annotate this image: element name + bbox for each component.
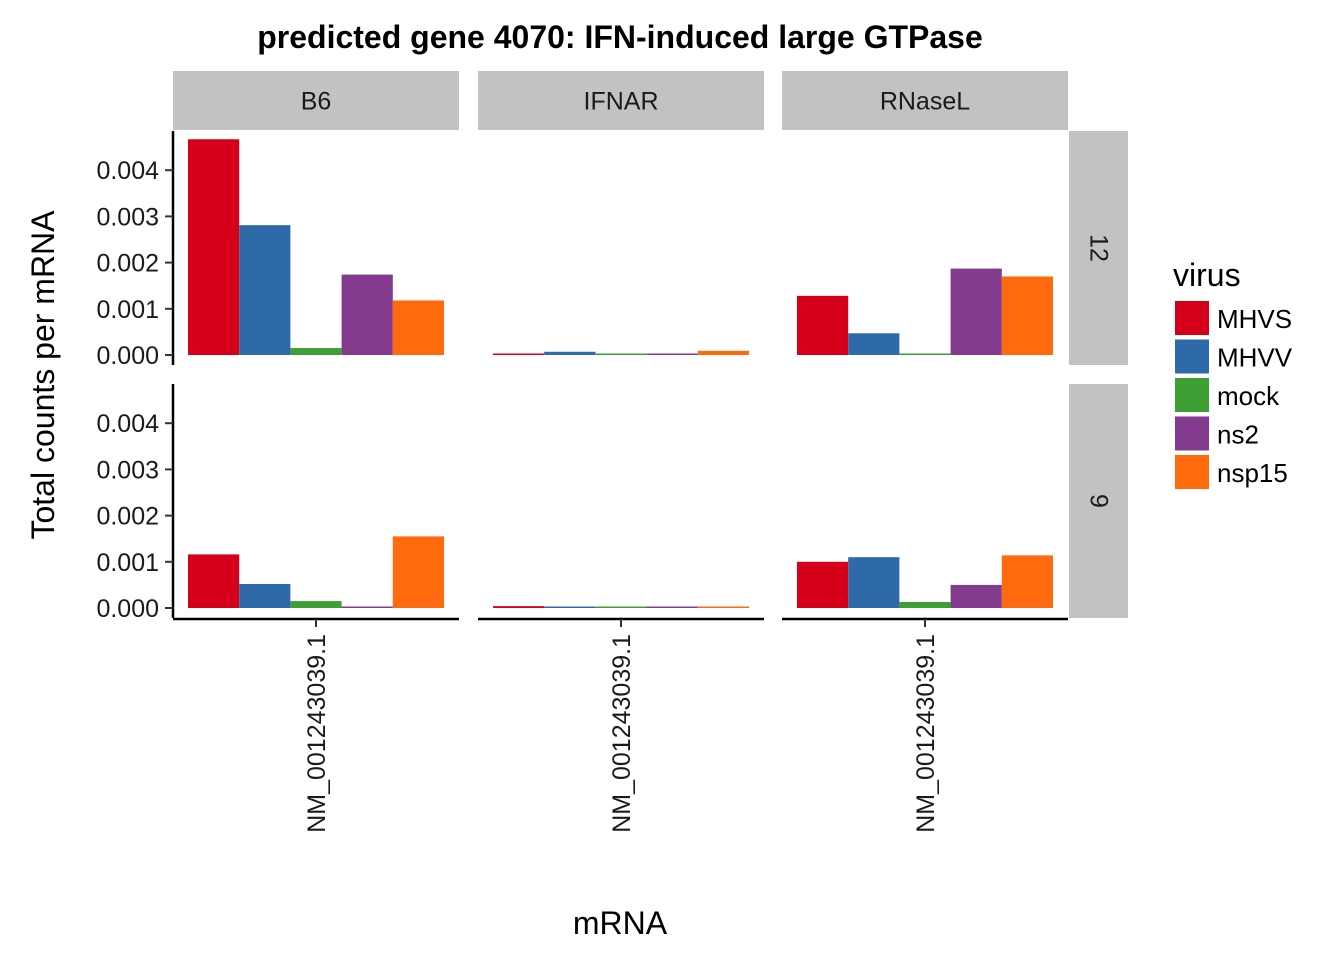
bar-nsp15 [697,606,749,608]
facet-strip-label: IFNAR [584,88,659,116]
bar-mhvs [797,295,849,355]
y-tick-label: 0.003 [96,456,159,484]
bar-mock [899,353,951,355]
row-strip-9 [1069,384,1128,618]
bar-mock [899,601,951,608]
row-strip-label: 12 [1085,234,1113,262]
bar-mhvs [188,554,240,608]
facet-strip-b6 [173,71,459,130]
y-tick-label: 0.004 [96,410,159,438]
y-tick-label: 0.002 [96,503,159,531]
bar-mhvv [239,583,291,608]
facet-strip-rnasel [782,71,1068,130]
bar-mhvv [848,557,900,608]
y-tick-label: 0.002 [96,250,159,278]
bar-mock [290,348,342,355]
bar-mock [595,353,647,355]
bar-mhvv [848,333,900,355]
bar-mhvv [239,225,291,355]
legend-swatch-mhvv [1175,339,1209,374]
bar-mhvs [493,606,545,608]
plot-area: B6 IFNAR RNaseL 12 9 0.000 0.001 0.002 0.003 0.00… [96,71,1128,833]
bar-nsp15 [392,300,444,355]
y-tick-label: 0.004 [96,157,159,185]
legend: MHVS MHVV mock ns2 nsp15 [1175,301,1293,489]
legend-label: nsp15 [1217,458,1288,488]
bar-ns2 [341,274,393,355]
legend-swatch-mhvs [1175,301,1209,335]
y-tick-label: 0.001 [96,549,159,577]
y-tick-label: 0.001 [96,296,159,324]
y-tick-label: 0.000 [96,595,159,623]
legend-label: mock [1217,381,1280,411]
row-strip-12 [1069,131,1128,365]
bar-nsp15 [392,536,444,608]
bar-ns2 [646,353,698,355]
row-strip-label: 9 [1085,494,1113,508]
legend-swatch-ns2 [1175,416,1209,451]
y-tick-label: 0.003 [96,203,159,231]
bar-mhvv [544,351,596,355]
bar-ns2 [950,268,1002,355]
bar-mhvv [544,606,596,608]
legend-label: MHVV [1217,343,1293,373]
bar-mock [595,606,647,608]
bar-nsp15 [1001,276,1053,355]
legend-swatch-nsp15 [1175,455,1209,489]
y-tick-label: 0.000 [96,342,159,370]
x-tick-label: NM_001243039.1 [303,634,331,833]
legend-label: ns2 [1217,420,1259,450]
bar-mhvs [188,139,240,355]
bar-ns2 [646,606,698,608]
y-axis-title: Total counts per mRNA [25,210,61,540]
legend-swatch-mock [1175,378,1209,412]
bar-ns2 [341,606,393,608]
x-axis-title: mRNA [573,905,668,941]
legend-title: virus [1173,257,1241,293]
x-tick-label: NM_001243039.1 [912,634,940,833]
bar-mhvs [493,353,545,355]
bar-nsp15 [697,350,749,355]
facet-strip-label: RNaseL [880,88,970,116]
x-tick-label: NM_001243039.1 [608,634,636,833]
bar-nsp15 [1001,555,1053,608]
legend-label: MHVS [1217,304,1292,334]
bar-mhvs [797,561,849,608]
bar-mock [290,601,342,608]
facet-strip-ifnar [478,71,764,130]
bar-ns2 [950,584,1002,608]
facet-strip-label: B6 [301,88,332,116]
chart-title: predicted gene 4070: IFN-induced large G… [257,19,983,55]
